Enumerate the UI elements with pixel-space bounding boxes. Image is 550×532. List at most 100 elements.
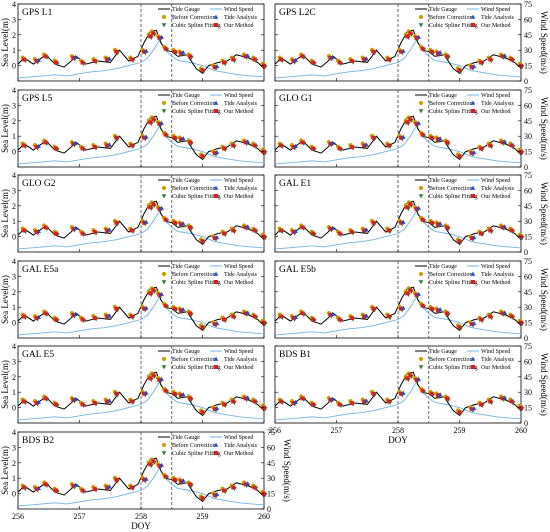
our-method-point xyxy=(54,317,59,322)
wind-speed-line xyxy=(17,210,265,250)
tide-analysis-point xyxy=(245,395,251,400)
our-method-point xyxy=(445,311,450,316)
our-method-point xyxy=(222,231,227,236)
legend-tide-gauge-label: Tide Gauge xyxy=(172,264,200,270)
our-method-point xyxy=(469,236,474,241)
tide-analysis-point xyxy=(364,56,369,61)
our-method-point xyxy=(328,55,333,60)
our-method-point xyxy=(172,306,177,311)
y-right-tick-label: 45 xyxy=(524,373,532,382)
our-method-point xyxy=(386,228,391,233)
legend-our-method-marker xyxy=(471,23,475,27)
our-method-point xyxy=(488,399,493,404)
legend-before-correction-label: Before Correction xyxy=(172,100,215,107)
our-method-point xyxy=(105,314,110,319)
panel-title: GAL E5b xyxy=(279,265,316,275)
our-method-point xyxy=(408,373,413,378)
tide-analysis-point xyxy=(143,134,149,139)
panel-title: GPS L2C xyxy=(279,8,316,18)
our-method-point xyxy=(22,57,27,62)
legend-before-correction-label: Before Correction xyxy=(429,185,472,192)
panel-glo-g1: GLO G1 0 15 30 45 60 75 Wind Speed(m/s) Tide Gau… xyxy=(274,86,549,172)
legend-our-method-label: Our Method xyxy=(481,23,511,29)
our-method-point xyxy=(337,231,342,236)
tide-analysis-point xyxy=(159,120,164,125)
our-method-point xyxy=(408,117,413,122)
y-right-axis-label: Wind Speed(m/s) xyxy=(539,268,549,331)
legend-tide-gauge-label: Tide Gauge xyxy=(172,178,200,184)
our-method-point xyxy=(435,51,440,56)
our-method-point xyxy=(371,220,376,225)
our-method-point xyxy=(231,143,236,148)
y-left-tick-label: 2 xyxy=(12,288,16,297)
our-method-point xyxy=(488,314,493,319)
our-method-point xyxy=(362,57,367,62)
tide-analysis-point xyxy=(214,320,220,326)
legend-our-method-marker xyxy=(214,109,218,113)
our-method-point xyxy=(92,229,97,234)
tide-analysis-point xyxy=(502,224,508,229)
our-method-point xyxy=(243,482,248,487)
tide-analysis-point xyxy=(364,142,369,147)
our-method-point xyxy=(457,68,462,73)
our-method-point xyxy=(328,397,333,402)
legend-cubic-spline-label: Cubic Spline Fitting xyxy=(429,194,478,200)
our-method-point xyxy=(469,407,474,412)
tide-analysis-point xyxy=(107,56,112,61)
legend: Tide Gauge Wind Speed Before Correction Tid… xyxy=(158,93,258,115)
our-method-point xyxy=(429,49,434,54)
legend-our-method-marker xyxy=(471,109,475,113)
tide-analysis-point xyxy=(73,396,78,401)
our-method-point xyxy=(488,57,493,62)
our-method-point xyxy=(414,377,419,382)
our-method-point xyxy=(408,288,413,293)
tide-analysis-point xyxy=(330,140,335,145)
our-method-point xyxy=(291,144,296,149)
our-method-point xyxy=(488,143,493,148)
y-right-tick-label: 0 xyxy=(524,163,528,172)
our-method-point xyxy=(43,311,48,316)
tide-analysis-point xyxy=(400,305,406,310)
legend-cubic-spline-marker xyxy=(161,365,167,370)
y-left-tick-label: 0 xyxy=(12,233,16,242)
our-method-point xyxy=(457,325,462,330)
legend-before-correction-label: Before Correction xyxy=(429,356,472,363)
our-method-point xyxy=(509,314,514,319)
tide-analysis-point xyxy=(245,481,251,486)
y-left-tick-label: 4 xyxy=(12,171,16,180)
our-method-point xyxy=(92,315,97,320)
legend-cubic-spline-marker xyxy=(418,194,424,199)
wind-speed-line xyxy=(274,296,522,336)
wind-speed-line xyxy=(274,39,522,79)
our-method-point xyxy=(457,239,462,244)
legend-before-correction-label: Before Correction xyxy=(429,271,472,278)
y-right-tick-label: 15 xyxy=(524,233,532,242)
our-method-point xyxy=(337,60,342,65)
legend: Tide Gauge Wind Speed Before Correction Tid… xyxy=(415,349,515,371)
our-method-point xyxy=(399,391,404,396)
legend-before-correction-marker xyxy=(161,442,167,448)
legend: Tide Gauge Wind Speed Before Correction Tid… xyxy=(158,264,258,286)
our-method-point xyxy=(148,205,153,210)
our-method-point xyxy=(243,140,248,145)
y-right-tick-label: 45 xyxy=(524,117,532,126)
tide-analysis-point xyxy=(330,396,335,401)
tide-analysis-point xyxy=(180,50,186,55)
our-method-point xyxy=(457,410,462,415)
legend-cubic-spline-marker xyxy=(418,109,424,114)
our-method-point xyxy=(231,228,236,233)
our-method-point xyxy=(212,151,217,156)
tide-analysis-point xyxy=(214,491,220,497)
our-method-point xyxy=(252,57,257,62)
our-method-point xyxy=(279,228,284,233)
x-tick-label: 257 xyxy=(74,512,86,521)
our-method-point xyxy=(157,377,162,382)
our-method-point xyxy=(151,202,156,207)
our-method-point xyxy=(408,31,413,36)
panel-gal-e1: GAL E1 0 15 30 45 60 75 Wind Speed(m/s) Tide Gau… xyxy=(274,171,549,257)
wind-speed-line xyxy=(17,125,265,165)
legend-cubic-spline-label: Cubic Spline Fitting xyxy=(429,23,478,29)
tide-analysis-point xyxy=(502,53,508,58)
our-method-point xyxy=(105,399,110,404)
